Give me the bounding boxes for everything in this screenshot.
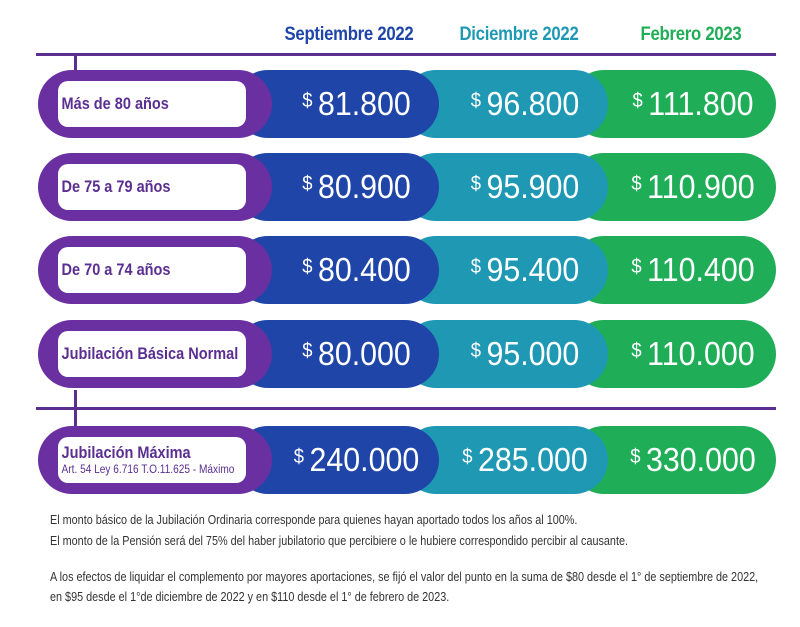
table-row: Jubilación Básica Normal $80.000 $95.000 $1… <box>38 320 776 388</box>
row-label-box: Más de 80 años <box>58 81 246 127</box>
section-divider-line <box>36 407 776 410</box>
value-amount: 81.800 <box>317 85 411 122</box>
row-label: De 75 a 79 años <box>61 177 171 196</box>
table-row: Más de 80 años $81.800 $96.800 $111.800 <box>38 70 776 138</box>
value-amount: 111.800 <box>648 85 754 122</box>
value-cell: $111.800 <box>617 70 770 138</box>
connector-line-middle <box>74 390 77 426</box>
row-label-text: Jubilación Básica Normal <box>58 331 239 377</box>
value-amount: 96.800 <box>486 85 580 122</box>
row-label-pill: Más de 80 años <box>38 70 272 138</box>
row-label-pill: Jubilación Máxima Art. 54 Ley 6.716 T.O.1… <box>38 426 272 494</box>
currency-symbol: $ <box>302 89 313 112</box>
value-amount: 80.400 <box>317 251 411 288</box>
value-amount: 110.000 <box>647 335 755 372</box>
currency-symbol: $ <box>631 255 642 278</box>
value-amount: 330.000 <box>645 441 756 478</box>
value-cell: $110.900 <box>617 153 770 221</box>
row-label-text: De 75 a 79 años <box>58 164 223 210</box>
value-amount: 80.900 <box>317 168 411 205</box>
value-amount: 95.000 <box>486 335 580 372</box>
column-header-febrero-2023: Febrero 2023 <box>640 24 742 45</box>
currency-symbol: $ <box>470 255 481 278</box>
row-label-pill: Jubilación Básica Normal <box>38 320 272 388</box>
row-label-box: Jubilación Máxima Art. 54 Ley 6.716 T.O.1… <box>58 437 246 483</box>
row-label: Más de 80 años <box>61 94 169 113</box>
row-label-text: Más de 80 años <box>58 81 223 127</box>
value-cell: $95.900 <box>449 153 602 221</box>
value-cell: $80.900 <box>281 153 433 221</box>
row-label-box: De 70 a 74 años <box>58 247 246 293</box>
currency-symbol: $ <box>631 172 642 195</box>
value-amount: 285.000 <box>477 441 588 478</box>
value-cell: $110.000 <box>617 320 770 388</box>
row-label: De 70 a 74 años <box>61 260 171 279</box>
row-label-box: Jubilación Básica Normal <box>58 331 246 377</box>
currency-symbol: $ <box>293 445 304 468</box>
connector-line-top <box>74 55 77 71</box>
column-header-septiembre-2022: Septiembre 2022 <box>284 24 414 45</box>
row-label: Jubilación Básica Normal <box>61 344 239 363</box>
note-line-4: en $95 desde el 1°de diciembre de 2022 y… <box>50 590 450 604</box>
value-cell: $285.000 <box>449 426 602 494</box>
value-cell: $96.800 <box>449 70 602 138</box>
note-line-1: El monto básico de la Jubilación Ordinar… <box>50 513 578 527</box>
row-label: Jubilación Máxima <box>61 444 191 462</box>
value-amount: 95.400 <box>486 251 580 288</box>
table-row: De 70 a 74 años $80.400 $95.400 $110.400 <box>38 236 776 304</box>
note-line-2: El monto de la Pensión será del 75% del … <box>50 534 629 548</box>
currency-symbol: $ <box>302 339 313 362</box>
value-cell: $95.000 <box>449 320 602 388</box>
value-cell: $240.000 <box>281 426 433 494</box>
row-sublabel: Art. 54 Ley 6.716 T.O.11.625 - Máximo <box>61 464 235 476</box>
currency-symbol: $ <box>632 89 643 112</box>
currency-symbol: $ <box>630 445 641 468</box>
row-label-text: Jubilación Máxima Art. 54 Ley 6.716 T.O.1… <box>58 437 235 483</box>
value-cell: $110.400 <box>617 236 770 304</box>
table-row: De 75 a 79 años $80.900 $95.900 $110.900 <box>38 153 776 221</box>
row-label-pill: De 70 a 74 años <box>38 236 272 304</box>
value-amount: 110.400 <box>647 251 755 288</box>
top-divider-line <box>36 53 776 56</box>
value-amount: 80.000 <box>317 335 411 372</box>
column-header-diciembre-2022: Diciembre 2022 <box>459 24 579 45</box>
currency-symbol: $ <box>302 255 313 278</box>
currency-symbol: $ <box>302 172 313 195</box>
value-cell: $80.400 <box>281 236 433 304</box>
currency-symbol: $ <box>470 172 481 195</box>
row-label-text: De 70 a 74 años <box>58 247 223 293</box>
currency-symbol: $ <box>462 445 473 468</box>
value-amount: 95.900 <box>486 168 580 205</box>
row-label-pill: De 75 a 79 años <box>38 153 272 221</box>
value-amount: 240.000 <box>309 441 420 478</box>
value-cell: $81.800 <box>281 70 433 138</box>
currency-symbol: $ <box>470 89 481 112</box>
row-label-box: De 75 a 79 años <box>58 164 246 210</box>
value-amount: 110.900 <box>647 168 755 205</box>
table-row: Jubilación Máxima Art. 54 Ley 6.716 T.O.1… <box>38 426 776 494</box>
currency-symbol: $ <box>631 339 642 362</box>
currency-symbol: $ <box>470 339 481 362</box>
value-cell: $80.000 <box>281 320 433 388</box>
note-line-3: A los efectos de liquidar el complemento… <box>50 570 759 584</box>
value-cell: $330.000 <box>617 426 770 494</box>
value-cell: $95.400 <box>449 236 602 304</box>
